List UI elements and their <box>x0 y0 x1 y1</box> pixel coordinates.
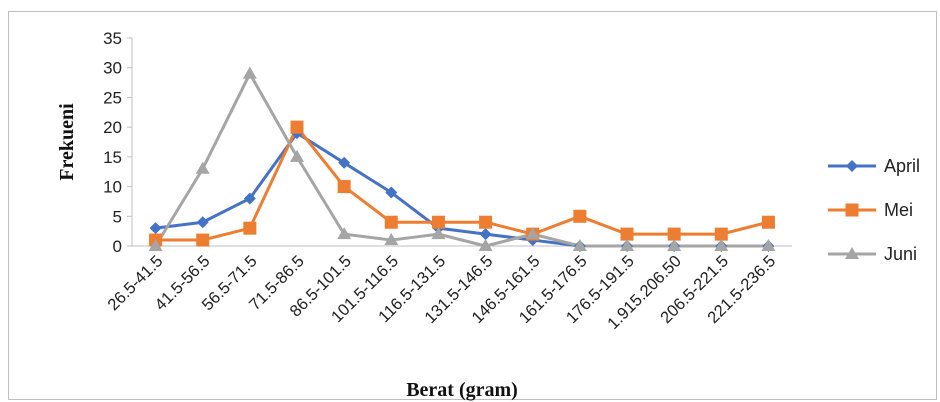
chart-frame <box>8 11 937 400</box>
y-tick-label: 10 <box>103 178 122 197</box>
tick-labels: 0510152025303526.5-41.541.5-56.556.5-71.… <box>103 29 779 333</box>
data-point-juni <box>290 149 304 162</box>
data-point-juni <box>525 227 540 240</box>
data-point-juni <box>620 239 634 251</box>
data-point-mei <box>479 215 493 229</box>
data-point-mei <box>620 227 634 241</box>
series-line-juni <box>154 72 769 248</box>
y-tick-label: 25 <box>103 88 122 107</box>
data-point-juni <box>195 161 210 174</box>
data-point-mei <box>667 227 681 241</box>
data-point-mei <box>290 120 304 134</box>
data-point-mei <box>196 233 210 247</box>
data-point-april <box>479 228 492 241</box>
y-tick-label: 0 <box>113 237 122 256</box>
data-point-april <box>243 192 256 205</box>
data-point-juni <box>667 239 682 251</box>
data-point-mei <box>714 227 728 241</box>
y-axis-title: Frekueni <box>56 103 78 181</box>
y-tick-label: 15 <box>103 148 122 167</box>
y-tick-label: 20 <box>103 118 122 137</box>
data-point-april <box>385 186 398 199</box>
legend-label-mei: Mei <box>884 200 913 220</box>
series-markers <box>148 66 776 252</box>
data-point-juni <box>478 239 493 251</box>
data-point-mei <box>384 215 398 229</box>
data-point-juni <box>242 66 257 79</box>
y-tick-label: 35 <box>103 29 122 48</box>
axes <box>127 37 792 247</box>
data-point-juni <box>572 239 587 251</box>
series-lines <box>154 72 769 248</box>
legend: April Mei Juni <box>828 156 920 264</box>
y-tick-label: 5 <box>113 207 122 226</box>
legend-marker-juni <box>845 247 859 259</box>
data-point-april <box>149 222 162 235</box>
data-point-april <box>338 156 351 169</box>
series-line-mei <box>155 125 769 242</box>
legend-marker-april <box>846 160 858 172</box>
data-point-juni <box>148 239 163 251</box>
data-point-juni <box>384 233 399 246</box>
x-axis-title: Berat (gram) <box>406 379 518 401</box>
data-point-april <box>196 216 209 229</box>
legend-marker-mei <box>845 203 859 217</box>
data-point-mei <box>761 215 775 229</box>
data-point-juni <box>337 227 352 240</box>
data-point-mei <box>337 180 351 194</box>
data-point-mei <box>243 221 257 235</box>
data-point-juni <box>761 239 776 251</box>
legend-label-juni: Juni <box>884 244 917 264</box>
data-point-mei <box>431 215 445 229</box>
data-point-mei <box>573 209 587 223</box>
y-tick-label: 30 <box>103 59 122 78</box>
data-point-juni <box>714 239 729 251</box>
legend-label-april: April <box>884 156 920 176</box>
data-point-juni <box>431 227 446 240</box>
